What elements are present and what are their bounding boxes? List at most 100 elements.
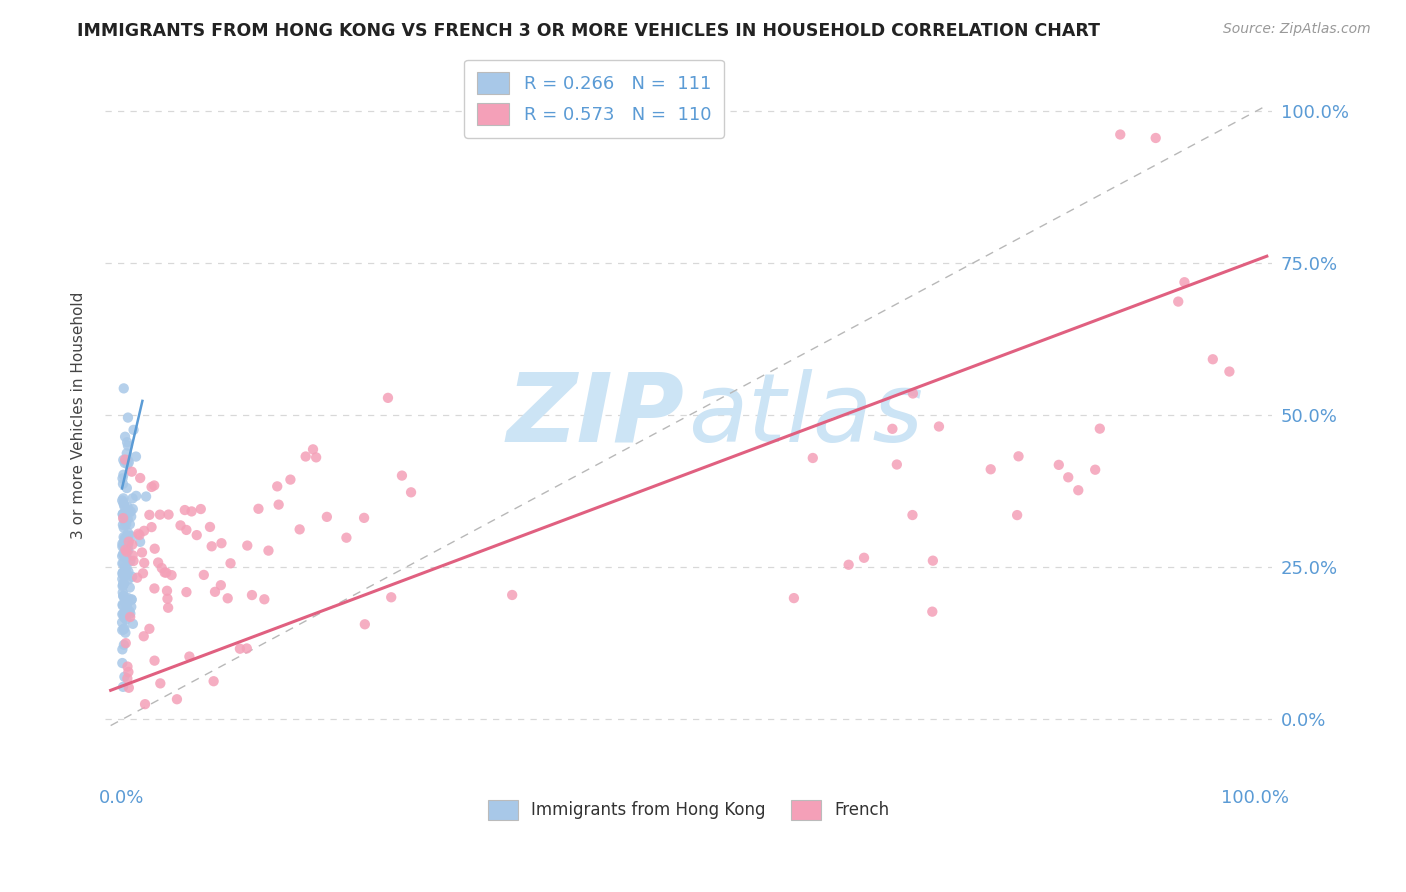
Point <box>928 419 950 434</box>
Legend: Immigrants from Hong Kong, French: Immigrants from Hong Kong, French <box>481 793 896 827</box>
Point <box>115 613 138 627</box>
Point <box>111 567 134 582</box>
Point <box>153 566 176 580</box>
Point <box>132 566 155 581</box>
Point <box>117 665 139 679</box>
Point <box>921 554 943 568</box>
Point <box>1067 483 1090 498</box>
Point <box>129 471 152 485</box>
Point <box>229 641 252 656</box>
Point <box>117 659 139 673</box>
Point <box>111 607 134 622</box>
Point <box>901 508 924 522</box>
Point <box>180 504 202 518</box>
Point <box>1057 470 1080 484</box>
Point <box>146 556 169 570</box>
Point <box>112 511 135 525</box>
Point <box>117 538 139 552</box>
Point <box>160 568 183 582</box>
Point <box>115 446 138 460</box>
Point <box>204 584 226 599</box>
Point <box>149 676 172 690</box>
Point <box>399 485 422 500</box>
Point <box>120 509 142 524</box>
Point <box>111 566 134 580</box>
Point <box>115 551 138 566</box>
Point <box>115 481 138 495</box>
Point <box>176 585 198 599</box>
Point <box>377 391 399 405</box>
Point <box>114 542 136 557</box>
Point <box>134 697 156 711</box>
Point <box>128 528 150 542</box>
Point <box>114 500 136 514</box>
Point <box>112 670 135 684</box>
Point <box>305 450 328 465</box>
Point <box>111 557 134 571</box>
Point <box>149 508 172 522</box>
Point <box>115 541 138 556</box>
Point <box>112 453 135 467</box>
Point <box>117 543 139 558</box>
Point <box>114 533 136 548</box>
Point <box>236 641 259 656</box>
Point <box>211 536 233 550</box>
Point <box>335 531 357 545</box>
Point <box>114 531 136 545</box>
Point <box>112 467 135 482</box>
Point <box>117 439 139 453</box>
Text: IMMIGRANTS FROM HONG KONG VS FRENCH 3 OR MORE VEHICLES IN HOUSEHOLD CORRELATION : IMMIGRANTS FROM HONG KONG VS FRENCH 3 OR… <box>77 22 1101 40</box>
Point <box>141 480 163 494</box>
Point <box>201 539 224 553</box>
Point <box>121 570 143 584</box>
Point <box>127 526 149 541</box>
Point <box>1173 275 1195 289</box>
Point <box>115 542 138 557</box>
Point <box>1084 463 1107 477</box>
Point <box>209 578 232 592</box>
Point <box>112 607 135 621</box>
Point <box>1007 450 1029 464</box>
Point <box>143 541 166 556</box>
Point <box>112 577 135 591</box>
Point <box>111 656 134 670</box>
Point <box>117 453 139 467</box>
Point <box>118 455 141 469</box>
Point <box>111 471 134 485</box>
Point <box>112 491 135 506</box>
Point <box>112 497 135 511</box>
Point <box>1109 128 1132 142</box>
Point <box>120 607 142 621</box>
Point <box>114 595 136 609</box>
Point <box>122 616 145 631</box>
Point <box>176 523 198 537</box>
Point <box>267 498 290 512</box>
Point <box>115 600 138 615</box>
Point <box>115 599 138 614</box>
Point <box>111 599 134 613</box>
Point <box>134 556 156 570</box>
Point <box>117 591 139 605</box>
Point <box>118 681 141 695</box>
Point <box>138 622 160 636</box>
Point <box>111 507 134 521</box>
Point <box>118 534 141 549</box>
Point <box>980 462 1002 476</box>
Point <box>114 560 136 574</box>
Point <box>247 501 270 516</box>
Point <box>115 530 138 544</box>
Point <box>117 500 139 514</box>
Point <box>112 575 135 590</box>
Point <box>111 572 134 586</box>
Point <box>135 490 157 504</box>
Point <box>111 536 134 550</box>
Point <box>121 592 143 607</box>
Point <box>217 591 239 606</box>
Point <box>129 534 152 549</box>
Point <box>111 623 134 637</box>
Point <box>288 522 311 536</box>
Point <box>257 543 280 558</box>
Point <box>112 610 135 624</box>
Point <box>111 549 134 563</box>
Point <box>111 476 134 491</box>
